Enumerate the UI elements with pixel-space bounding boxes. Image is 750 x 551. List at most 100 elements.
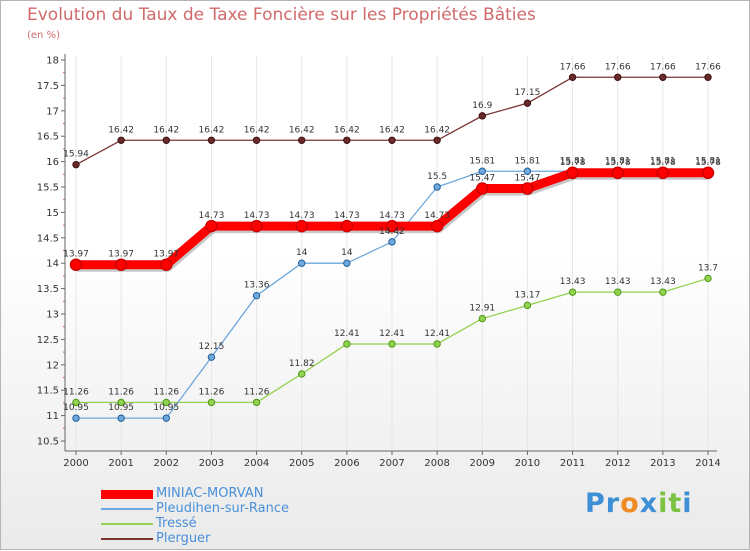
- legend-label: MINIAC-MORVAN: [156, 486, 264, 501]
- data-label: 12.15: [199, 342, 225, 352]
- data-label: 16.42: [379, 125, 405, 135]
- data-point[interactable]: [523, 301, 532, 310]
- y-tick-label: 17: [46, 106, 59, 117]
- legend-swatch: [101, 538, 153, 540]
- data-point[interactable]: [117, 414, 125, 422]
- data-point[interactable]: [385, 219, 399, 233]
- data-point[interactable]: [207, 398, 216, 407]
- data-point[interactable]: [72, 160, 80, 169]
- data-point[interactable]: [298, 259, 306, 267]
- data-point[interactable]: [433, 183, 441, 191]
- series-layer: [69, 73, 715, 422]
- data-label: 11.26: [108, 387, 134, 397]
- data-point[interactable]: [433, 136, 441, 144]
- data-point[interactable]: [388, 238, 396, 246]
- x-tick-label: 2006: [334, 458, 359, 469]
- data-point[interactable]: [433, 340, 441, 348]
- data-label: 14.73: [424, 211, 450, 221]
- data-point[interactable]: [343, 136, 351, 144]
- data-label: 16.42: [244, 125, 270, 135]
- data-label: 14.42: [379, 227, 405, 237]
- data-point[interactable]: [388, 340, 396, 348]
- data-point[interactable]: [521, 182, 534, 195]
- data-point[interactable]: [117, 136, 125, 144]
- data-point[interactable]: [72, 398, 80, 407]
- y-tick-label: 13: [46, 310, 59, 321]
- data-point[interactable]: [614, 288, 622, 296]
- x-tick-label: 2013: [650, 458, 675, 469]
- x-tick-label: 2008: [424, 458, 449, 469]
- data-point[interactable]: [568, 73, 577, 81]
- data-point[interactable]: [162, 136, 170, 144]
- legend-swatch: [101, 523, 153, 525]
- data-point[interactable]: [69, 258, 83, 271]
- x-tick-label: 2007: [379, 458, 404, 469]
- data-label: 15.81: [695, 156, 721, 166]
- data-point[interactable]: [568, 288, 577, 296]
- data-label: 12.91: [469, 304, 495, 314]
- data-label: 13.97: [153, 250, 179, 260]
- data-point[interactable]: [343, 340, 351, 348]
- data-point[interactable]: [523, 167, 532, 175]
- data-point[interactable]: [252, 398, 261, 407]
- data-label: 15.78: [650, 158, 676, 168]
- data-point[interactable]: [298, 136, 306, 144]
- data-point[interactable]: [478, 167, 486, 175]
- data-point[interactable]: [250, 219, 263, 233]
- data-label: 15.47: [469, 174, 495, 184]
- legend-label: Tressé: [156, 516, 197, 531]
- data-label: 17.15: [515, 88, 541, 98]
- data-point[interactable]: [704, 73, 712, 81]
- data-label: 13.97: [63, 250, 89, 260]
- data-label: 15.78: [695, 158, 721, 168]
- data-point[interactable]: [207, 136, 216, 144]
- data-point[interactable]: [162, 414, 170, 422]
- data-point[interactable]: [523, 99, 532, 107]
- legend-swatch: [101, 508, 153, 510]
- data-point[interactable]: [114, 258, 128, 271]
- x-tick-label: 2002: [154, 458, 179, 469]
- data-point[interactable]: [160, 258, 173, 271]
- logo-letter: i: [682, 488, 693, 519]
- data-point[interactable]: [659, 288, 667, 296]
- data-point[interactable]: [252, 136, 261, 144]
- data-label: 16.42: [199, 125, 225, 135]
- data-point[interactable]: [72, 414, 80, 422]
- x-tick-label: 2010: [515, 458, 540, 469]
- data-point[interactable]: [659, 73, 667, 81]
- data-point[interactable]: [478, 314, 486, 323]
- data-point[interactable]: [566, 166, 579, 180]
- data-point[interactable]: [252, 292, 261, 300]
- data-label: 13.36: [244, 281, 270, 291]
- data-point[interactable]: [298, 370, 306, 378]
- data-label: 15.78: [560, 158, 586, 168]
- data-point[interactable]: [614, 73, 622, 81]
- legend-swatch: [101, 489, 153, 499]
- data-point[interactable]: [388, 136, 396, 144]
- data-label: 13.17: [515, 290, 541, 300]
- data-point[interactable]: [340, 219, 354, 233]
- data-point[interactable]: [205, 219, 218, 233]
- data-point[interactable]: [704, 274, 712, 283]
- data-point[interactable]: [162, 398, 170, 407]
- logo-letter: x: [639, 488, 659, 519]
- legend-label: Plerguer: [156, 531, 211, 546]
- data-point[interactable]: [476, 182, 489, 195]
- data-point[interactable]: [117, 398, 125, 407]
- data-point[interactable]: [430, 219, 444, 233]
- data-point[interactable]: [478, 112, 486, 120]
- data-point[interactable]: [295, 219, 308, 233]
- data-point[interactable]: [611, 166, 624, 180]
- logo-letter: r: [605, 488, 621, 519]
- data-label: 13.7: [698, 263, 718, 273]
- data-point[interactable]: [701, 166, 715, 180]
- y-tick-label: 15: [46, 208, 59, 219]
- data-point[interactable]: [207, 353, 216, 361]
- data-label: 17.66: [560, 62, 586, 72]
- data-point[interactable]: [656, 166, 670, 180]
- data-label: 10.95: [63, 403, 89, 413]
- data-label: 15.81: [515, 156, 541, 166]
- data-point[interactable]: [343, 259, 351, 267]
- data-label: 15.81: [650, 156, 676, 166]
